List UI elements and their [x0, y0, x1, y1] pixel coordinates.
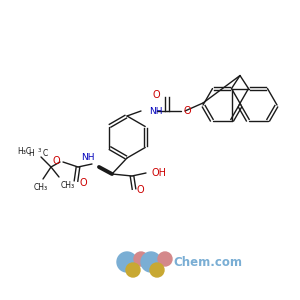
Circle shape: [126, 263, 140, 277]
Text: O: O: [79, 178, 87, 188]
Circle shape: [141, 252, 161, 272]
Text: O: O: [136, 185, 144, 195]
Text: NH: NH: [82, 153, 95, 162]
Text: C: C: [43, 148, 48, 158]
Text: Chem.com: Chem.com: [173, 256, 242, 268]
Circle shape: [134, 252, 148, 266]
Text: O: O: [184, 106, 192, 116]
Text: H: H: [28, 148, 34, 158]
Text: NH: NH: [149, 106, 163, 116]
Circle shape: [158, 252, 172, 266]
Circle shape: [150, 263, 164, 277]
Text: O: O: [52, 156, 60, 166]
Text: 3: 3: [38, 148, 41, 153]
Text: OH: OH: [152, 168, 167, 178]
Circle shape: [117, 252, 137, 272]
Text: CH₃: CH₃: [61, 181, 75, 190]
Text: CH₃: CH₃: [34, 183, 48, 192]
Text: H₃C: H₃C: [17, 148, 31, 157]
Text: O: O: [152, 90, 160, 100]
